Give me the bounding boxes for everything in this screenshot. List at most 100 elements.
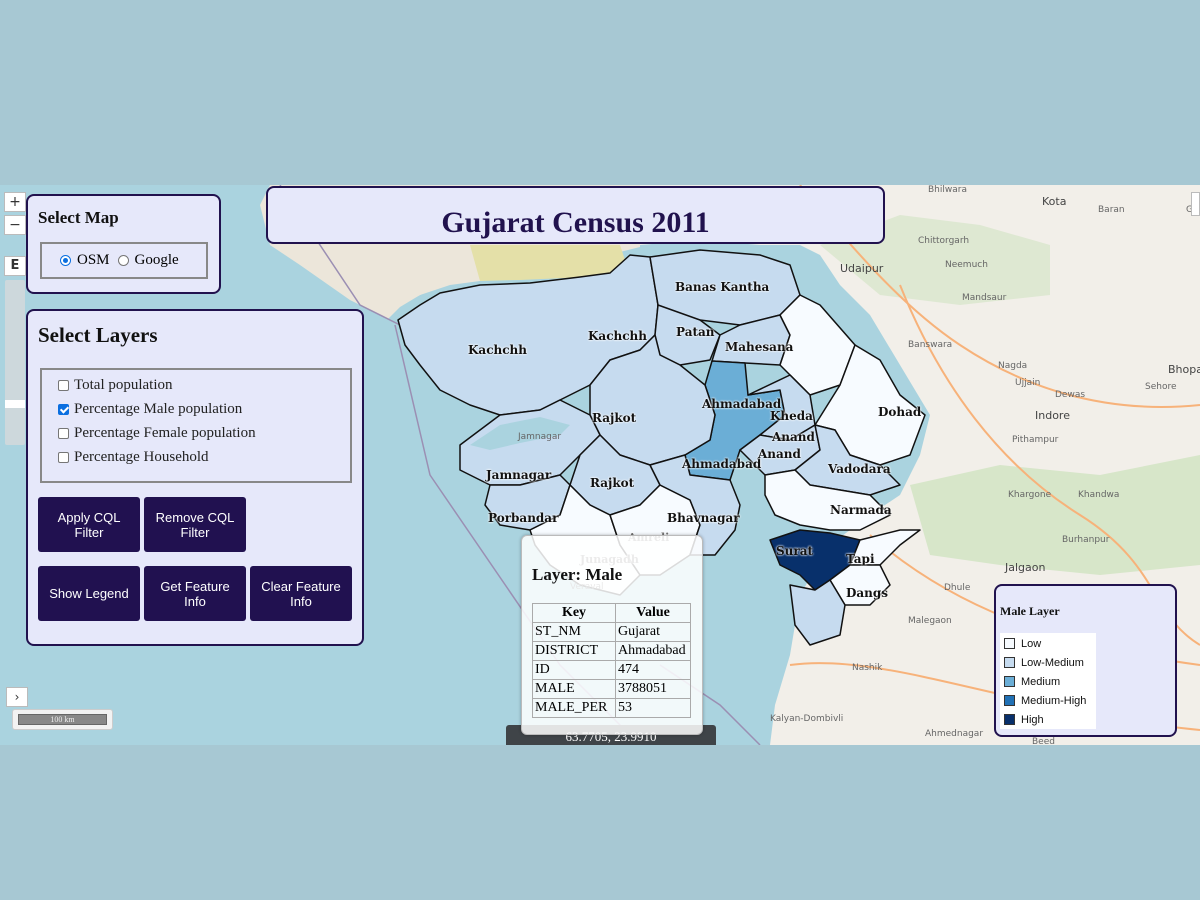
zoom-in-button[interactable]: + xyxy=(4,192,26,212)
select-layers-panel: Select Layers Total population Percentag… xyxy=(26,309,364,646)
place-label: Khargone xyxy=(1008,490,1052,500)
google-radio[interactable] xyxy=(117,255,129,266)
feature-info-popup: Layer: Male Key Value ST_NM Gujarat DISTR… xyxy=(521,535,703,735)
place-label: Ujjain xyxy=(1015,378,1041,388)
layer-household[interactable]: Percentage Household xyxy=(58,445,350,469)
layer-total-population[interactable]: Total population xyxy=(58,373,350,397)
table-cell-value: 3788051 xyxy=(615,679,691,699)
feature-info-title: Layer: Male xyxy=(532,565,623,584)
legend-swatch xyxy=(1004,676,1015,687)
layer-checkbox[interactable] xyxy=(58,379,69,391)
district-bhavnagar[interactable] xyxy=(649,454,741,556)
district-label: Anand xyxy=(758,447,801,461)
place-label: Sehore xyxy=(1145,382,1177,392)
place-label: Dhule xyxy=(944,583,971,593)
place-label: Udaipur xyxy=(840,262,884,275)
place-label: Kalyan-Dombivli xyxy=(770,714,844,724)
show-legend-button[interactable]: Show Legend xyxy=(38,566,140,621)
district-label: Surat xyxy=(776,544,814,558)
district-label: Tapi xyxy=(846,552,875,566)
zoom-slider[interactable] xyxy=(5,280,25,445)
legend-swatch xyxy=(1004,695,1015,706)
legend-list: Low Low-Medium Medium Medium-High High xyxy=(1000,633,1096,729)
feature-info-table: Key Value ST_NM Gujarat DISTRICT Ahmadabad… xyxy=(532,603,691,718)
legend-panel: Male Layer Low Low-Medium Medium Medium-… xyxy=(994,584,1177,737)
district-label: Vadodara xyxy=(828,462,891,476)
table-cell-key: ID xyxy=(532,660,616,680)
district-valsad[interactable] xyxy=(789,579,846,646)
district-label: Porbandar xyxy=(488,511,559,525)
district-label: Rajkot xyxy=(590,476,635,490)
district-sabarkantha[interactable] xyxy=(779,294,856,396)
place-label: Dewas xyxy=(1055,390,1086,400)
remove-cql-filter-button[interactable]: Remove CQL Filter xyxy=(144,497,246,552)
legend-item: Low xyxy=(1000,634,1096,653)
district-label: Rajkot xyxy=(592,411,637,425)
layer-label: Percentage Household xyxy=(74,448,209,465)
layer-switcher-button[interactable] xyxy=(1191,192,1200,216)
layer-female-population[interactable]: Percentage Female population xyxy=(58,421,350,445)
district-label: Ahmadabad xyxy=(702,397,782,411)
get-feature-info-button[interactable]: Get Feature Info xyxy=(144,566,246,621)
layer-checkbox[interactable] xyxy=(58,427,69,439)
desert-area xyxy=(470,245,630,281)
table-row: ST_NM Gujarat xyxy=(532,622,691,642)
legend-label: High xyxy=(1021,713,1044,726)
place-label: Chittorgarh xyxy=(918,236,970,246)
map-view[interactable]: Bhilwara Kota Baran Guna Udaipur Chittor… xyxy=(0,185,1200,745)
district-label: Dohad xyxy=(878,405,922,419)
scale-label: 100 km xyxy=(18,714,107,725)
table-row: ID 474 xyxy=(532,660,691,680)
table-cell-value: 474 xyxy=(615,660,691,680)
apply-cql-filter-button[interactable]: Apply CQL Filter xyxy=(38,497,140,552)
zoom-slider-thumb[interactable] xyxy=(5,400,25,408)
table-cell-key: MALE_PER xyxy=(532,698,616,718)
legend-label: Low xyxy=(1021,637,1042,650)
title-panel: Gujarat Census 2011 xyxy=(266,186,885,244)
zoom-extent-button[interactable]: E xyxy=(4,256,26,276)
place-label: Mandsaur xyxy=(962,293,1007,303)
place-label: Indore xyxy=(1035,409,1070,422)
district-label: Jamnagar xyxy=(486,468,552,482)
place-label: Khandwa xyxy=(1078,490,1120,500)
table-cell-value: Ahmadabad xyxy=(615,641,691,661)
gulf-of-kutch xyxy=(470,417,570,450)
forest-area xyxy=(910,455,1200,575)
expand-button[interactable]: › xyxy=(6,687,28,707)
scale-line: 100 km xyxy=(12,709,113,730)
layer-label: Percentage Female population xyxy=(74,424,256,441)
district-narmada[interactable] xyxy=(764,469,891,531)
place-label: Bhilwara xyxy=(928,185,967,195)
layer-checkbox[interactable] xyxy=(58,451,69,463)
legend-item: Medium xyxy=(1000,672,1096,691)
legend-label: Low-Medium xyxy=(1021,656,1084,669)
legend-swatch xyxy=(1004,714,1015,725)
legend-item: High xyxy=(1000,710,1096,729)
table-cell-value: Gujarat xyxy=(615,622,691,642)
place-label: Neemuch xyxy=(945,260,988,270)
place-label: Beed xyxy=(1032,737,1055,745)
clear-feature-info-button[interactable]: Clear Feature Info xyxy=(250,566,352,621)
district-label: Kachchh xyxy=(468,343,527,357)
legend-label: Medium-High xyxy=(1021,694,1087,707)
legend-item: Low-Medium xyxy=(1000,653,1096,672)
district-label: Bhavnagar xyxy=(667,511,740,525)
osm-radio[interactable] xyxy=(60,255,71,266)
zoom-out-button[interactable]: − xyxy=(4,215,26,235)
osm-label: OSM xyxy=(77,252,110,268)
layer-checkbox[interactable] xyxy=(58,403,69,415)
select-map-panel: Select Map OSM Google xyxy=(26,194,221,294)
legend-label: Medium xyxy=(1021,675,1061,688)
place-label: Jalgaon xyxy=(1005,561,1046,574)
select-layers-heading: Select Layers xyxy=(38,323,158,347)
place-label: Banswara xyxy=(908,340,953,350)
place-label: Ahmednagar xyxy=(925,729,984,739)
place-label: Malegaon xyxy=(908,616,952,626)
district-label: Ahmadabad xyxy=(682,457,762,471)
place-label: Kota xyxy=(1042,195,1067,208)
district-label: Patan xyxy=(676,325,715,339)
table-cell-key: DISTRICT xyxy=(532,641,616,661)
layer-male-population[interactable]: Percentage Male population xyxy=(58,397,350,421)
page-title: Gujarat Census 2011 xyxy=(441,206,710,239)
layer-list: Total population Percentage Male populat… xyxy=(40,368,352,483)
